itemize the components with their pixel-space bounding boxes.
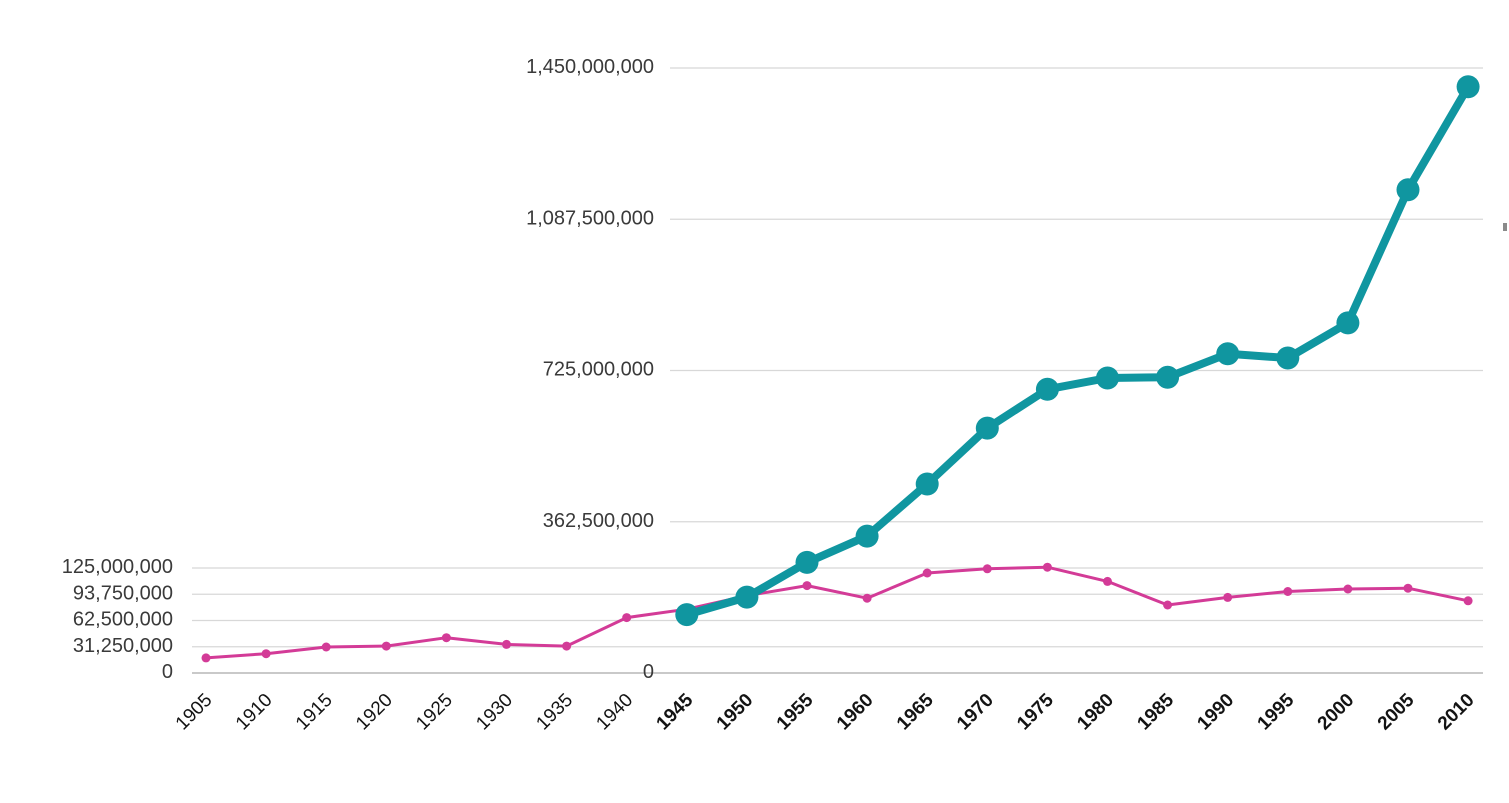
pink-series-point <box>201 653 211 663</box>
x-axis-tick-label: 1985 <box>1133 689 1178 734</box>
pink-series-point <box>1103 576 1112 586</box>
x-axis-tick-label: 1960 <box>833 690 878 735</box>
pink-series <box>201 562 1473 663</box>
x-axis-tick-label: 1975 <box>1013 689 1058 734</box>
x-axis-tick-label: 1970 <box>953 690 998 735</box>
left-axis-tick-label: 31,250,000 <box>73 635 173 657</box>
left-axis-tick-label: 125,000,000 <box>62 556 173 578</box>
center-axis-tick-label: 725,000,000 <box>543 359 654 381</box>
center-axis-tick-labels: 1,450,000,000 1,087,500,000 725,000,000 362… <box>526 56 654 683</box>
x-axis-tick-label: 1965 <box>893 689 938 734</box>
teal-series-point <box>675 603 699 627</box>
pink-series-point <box>862 593 872 603</box>
gridlines <box>192 67 1483 674</box>
teal-series-point <box>1276 346 1300 370</box>
x-axis-tick-label: 1980 <box>1073 690 1118 735</box>
left-axis-tick-label: 62,500,000 <box>73 609 173 631</box>
pink-series-point <box>1403 583 1413 593</box>
teal-series <box>675 75 1480 627</box>
x-axis-tick-label: 2005 <box>1374 689 1419 734</box>
x-axis-tick-label: 2000 <box>1314 690 1359 735</box>
pink-series-point <box>922 568 932 578</box>
x-axis-tick-label: 1935 <box>532 690 577 735</box>
pink-series-point <box>622 613 632 623</box>
teal-series-point <box>1456 75 1480 99</box>
pink-series-point <box>562 641 572 651</box>
left-axis-tick-label: 0 <box>162 661 173 683</box>
pink-series-point <box>1163 600 1173 610</box>
x-axis-tick-label: 1930 <box>472 690 517 735</box>
x-axis-tick-label: 1925 <box>412 690 457 735</box>
x-axis-tick-label: 1945 <box>653 689 698 734</box>
teal-series-point <box>975 416 999 440</box>
x-axis-tick-label: 1950 <box>713 690 758 735</box>
teal-series-line <box>682 82 1473 619</box>
left-axis-tick-label: 93,750,000 <box>73 582 173 604</box>
pink-series-line <box>204 565 1470 660</box>
x-axis-tick-label: 1990 <box>1193 690 1238 735</box>
x-axis-tick-label: 2010 <box>1434 690 1479 735</box>
teal-series-point <box>1396 178 1420 202</box>
pink-series-point <box>982 564 992 574</box>
center-axis-tick-label: 362,500,000 <box>543 510 654 532</box>
x-axis-tick-label: 1995 <box>1254 689 1299 734</box>
center-axis-tick-label: 1,087,500,000 <box>526 207 654 229</box>
pink-series-point <box>441 633 451 643</box>
teal-series-point <box>1096 366 1119 390</box>
teal-series-point <box>855 524 879 548</box>
pink-series-point <box>1343 584 1353 594</box>
x-axis-tick-label: 1910 <box>232 690 277 735</box>
teal-series-point <box>1035 377 1059 401</box>
pink-series-point <box>1223 592 1233 602</box>
x-axis-tick-label: 1955 <box>773 689 818 734</box>
teal-series-point <box>1336 311 1360 335</box>
left-axis-tick-labels: 125,000,000 93,750,000 62,500,000 31,250,00… <box>62 556 173 683</box>
center-axis-tick-label: 1,450,000,000 <box>526 56 654 78</box>
x-axis-tick-label: 1915 <box>292 690 337 735</box>
teal-series-point <box>795 550 819 574</box>
pink-series-point <box>261 649 271 659</box>
x-axis-tick-label: 1920 <box>352 690 397 735</box>
pink-series-point <box>802 581 812 591</box>
teal-series-point <box>915 472 939 496</box>
pink-series-point <box>1042 562 1052 572</box>
pink-series-point <box>381 641 391 651</box>
pink-series-point <box>321 642 331 652</box>
pink-series-point <box>1463 596 1473 606</box>
teal-series-point <box>735 585 759 609</box>
center-axis-tick-label: 0 <box>643 661 654 683</box>
x-axis-tick-label: 1905 <box>172 690 217 735</box>
pink-series-point <box>1283 587 1293 596</box>
pink-series-point <box>502 639 511 649</box>
x-axis-tick-labels: 1905 1910 1915 1920 1925 1930 1935 1940 1945 1950… <box>172 689 1479 734</box>
x-axis-tick-label: 1940 <box>592 690 637 735</box>
teal-series-point <box>1156 365 1180 389</box>
teal-series-point <box>1216 342 1240 366</box>
cropped-glyph-artifact <box>1503 223 1507 231</box>
